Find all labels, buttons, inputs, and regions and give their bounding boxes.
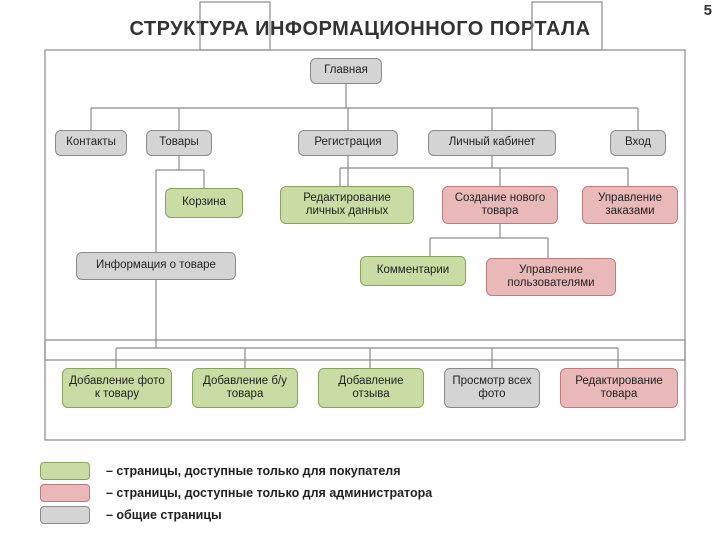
node-editgood: Редактирование товара	[560, 368, 678, 408]
legend-label: – общие страницы	[106, 508, 222, 522]
legend-swatch	[40, 484, 90, 502]
node-cabinet: Личный кабинет	[428, 130, 556, 156]
legend-label: – страницы, доступные только для админис…	[106, 486, 432, 500]
node-contacts: Контакты	[55, 130, 127, 156]
legend-item-common: – общие страницы	[40, 506, 432, 524]
legend-item-buyer: – страницы, доступные только для покупат…	[40, 462, 432, 480]
legend-swatch	[40, 506, 90, 524]
node-cart: Корзина	[165, 188, 243, 218]
legend-item-admin: – страницы, доступные только для админис…	[40, 484, 432, 502]
node-editpers: Редактирование личных данных	[280, 186, 414, 224]
legend: – страницы, доступные только для покупат…	[40, 462, 432, 528]
node-register: Регистрация	[298, 130, 398, 156]
legend-swatch	[40, 462, 90, 480]
node-newgood: Создание нового товара	[442, 186, 558, 224]
node-viewphoto: Просмотр всех фото	[444, 368, 540, 408]
node-orders: Управление заказами	[582, 186, 678, 224]
node-info: Информация о товаре	[76, 252, 236, 280]
node-addused: Добавление б/у товара	[192, 368, 298, 408]
node-addphoto: Добавление фото к товару	[62, 368, 172, 408]
legend-label: – страницы, доступные только для покупат…	[106, 464, 401, 478]
node-login: Вход	[610, 130, 666, 156]
node-goods: Товары	[146, 130, 212, 156]
node-main: Главная	[310, 58, 382, 84]
node-addrev: Добавление отзыва	[318, 368, 424, 408]
diagram-area: Главная Контакты Товары Регистрация Личный к…	[0, 0, 720, 540]
node-users: Управление пользователями	[486, 258, 616, 296]
node-comments: Комментарии	[360, 256, 466, 286]
